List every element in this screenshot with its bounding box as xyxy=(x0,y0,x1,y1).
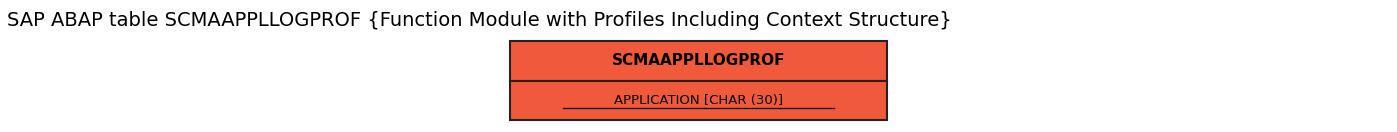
FancyBboxPatch shape xyxy=(510,41,887,81)
Text: SCMAAPPLLOGPROF: SCMAAPPLLOGPROF xyxy=(612,53,785,68)
Text: SAP ABAP table SCMAAPPLLOGPROF {Function Module with Profiles Including Context : SAP ABAP table SCMAAPPLLOGPROF {Function… xyxy=(7,11,951,30)
Text: APPLICATION [CHAR (30)]: APPLICATION [CHAR (30)] xyxy=(613,94,784,107)
FancyBboxPatch shape xyxy=(510,81,887,120)
